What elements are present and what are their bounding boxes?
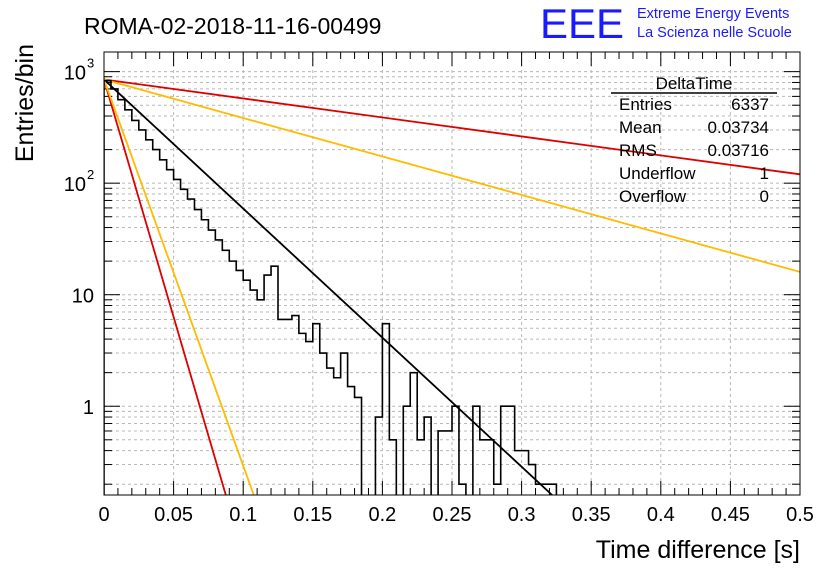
- histogram: [104, 79, 558, 495]
- x-tick-label: 0: [98, 504, 109, 526]
- stats-label-underflow: Underflow: [619, 164, 696, 183]
- stats-title: DeltaTime: [656, 74, 733, 93]
- x-tick-label: 0.45: [711, 504, 750, 526]
- stats-value-underflow: 1: [760, 164, 769, 183]
- y-tick-label: 10: [64, 63, 86, 85]
- fit-line-0: [104, 78, 553, 495]
- x-tick-label: 0.25: [433, 504, 472, 526]
- fit-line-2: [104, 78, 800, 273]
- x-tick-label: 0.1: [229, 504, 257, 526]
- minor-ticks: [103, 52, 801, 495]
- stats-label-rms: RMS: [619, 141, 657, 160]
- x-tick-label: 0.15: [293, 504, 332, 526]
- logo-line-2: La Scienza nelle Scuole: [637, 25, 792, 41]
- histogram-outline: [104, 79, 558, 495]
- y-tick-label: 10: [64, 174, 86, 196]
- y-tick-label-exponent: 2: [87, 167, 94, 182]
- stats-box: DeltaTime Entries 6337 Mean 0.03734 RMS 0.037…: [611, 74, 777, 206]
- grid-lines: [104, 52, 800, 495]
- stats-value-entries: 6337: [731, 95, 769, 114]
- stats-label-mean: Mean: [619, 118, 662, 137]
- x-tick-label: 0.3: [508, 504, 536, 526]
- stats-value-mean: 0.03734: [708, 118, 769, 137]
- eee-logo: EEE: [540, 0, 624, 47]
- y-tick-label-exponent: 3: [87, 56, 94, 71]
- stats-value-overflow: 0: [760, 187, 769, 206]
- x-tick-label: 0.35: [572, 504, 611, 526]
- x-tick-label: 0.4: [647, 504, 675, 526]
- fit-line-1: [104, 78, 800, 176]
- y-tick-label: 1: [83, 397, 94, 419]
- fit-line-4: [104, 79, 255, 495]
- x-axis-label: Time difference [s]: [596, 536, 800, 564]
- stats-label-overflow: Overflow: [619, 187, 687, 206]
- stats-value-rms: 0.03716: [708, 141, 769, 160]
- x-tick-label: 0.5: [786, 504, 814, 526]
- x-tick-label: 0.2: [368, 504, 396, 526]
- stats-label-entries: Entries: [619, 95, 672, 114]
- plot-frame: [103, 51, 801, 496]
- fit-line-3: [104, 79, 227, 495]
- stats-rows: Entries 6337 Mean 0.03734 RMS 0.03716 Underflo…: [619, 95, 769, 206]
- y-tick-label: 10: [72, 286, 94, 308]
- x-tick-labels: 0 0.05 0.1 0.15 0.2 0.25 0.3 0.35 0.4 0.45 0.5: [98, 504, 813, 526]
- x-tick-label: 0.05: [154, 504, 193, 526]
- fit-lines: [104, 78, 800, 495]
- logo-line-1: Extreme Energy Events: [637, 6, 789, 22]
- run-title: ROMA-02-2018-11-16-00499: [84, 13, 381, 39]
- y-axis-label: Entries/bin: [11, 44, 39, 162]
